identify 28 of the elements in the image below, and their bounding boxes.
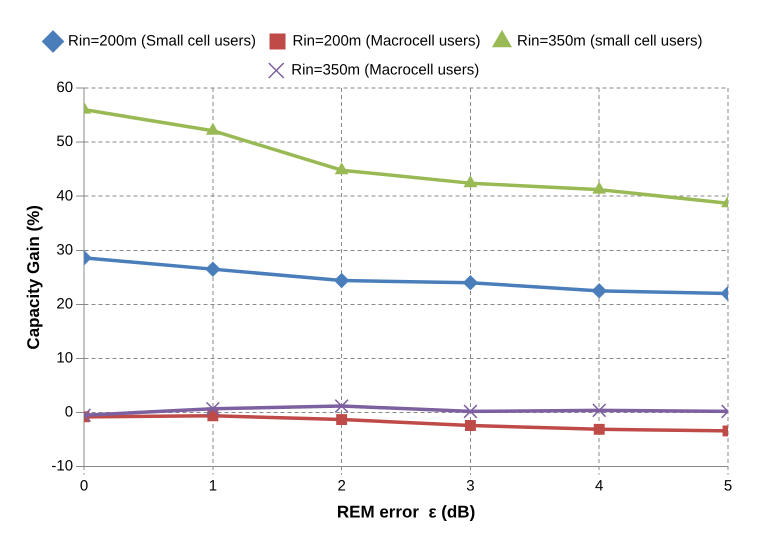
y-tick-label: -10 xyxy=(51,458,74,475)
y-tick-label: 20 xyxy=(56,295,74,312)
point xyxy=(334,273,350,288)
point xyxy=(464,420,476,431)
y-tick-label: 50 xyxy=(56,133,74,150)
y-tick-label: 0 xyxy=(64,404,74,421)
x-tick-label: 3 xyxy=(466,478,475,495)
point xyxy=(335,162,348,174)
x-tick-label: 2 xyxy=(337,478,346,495)
x-tick-label: 1 xyxy=(208,478,218,495)
point xyxy=(462,275,478,290)
y-tick-label: 10 xyxy=(56,350,74,367)
y-tick-label: 30 xyxy=(56,241,74,258)
point xyxy=(464,176,477,188)
legend-label: Rin=200m (Small cell users) xyxy=(68,32,256,50)
x-tick-label: 4 xyxy=(595,478,604,495)
point xyxy=(334,398,349,414)
y-axis-title: Capacity Gain (%) xyxy=(24,205,43,350)
point xyxy=(336,414,348,425)
legend-label: Rin=350m (Macrocell users) xyxy=(291,62,480,79)
x-tick-label: 0 xyxy=(80,478,88,495)
point xyxy=(463,404,478,419)
legend-label: Rin=200m (Macrocell users) xyxy=(292,32,480,50)
y-tick-label: 60 xyxy=(56,79,74,96)
legend-label: Rin=350m (small cell users) xyxy=(516,32,702,50)
x-axis-title: REM error ε (dB) xyxy=(336,502,476,522)
x-tick-label: 5 xyxy=(724,478,732,495)
y-tick-label: 40 xyxy=(56,187,74,204)
